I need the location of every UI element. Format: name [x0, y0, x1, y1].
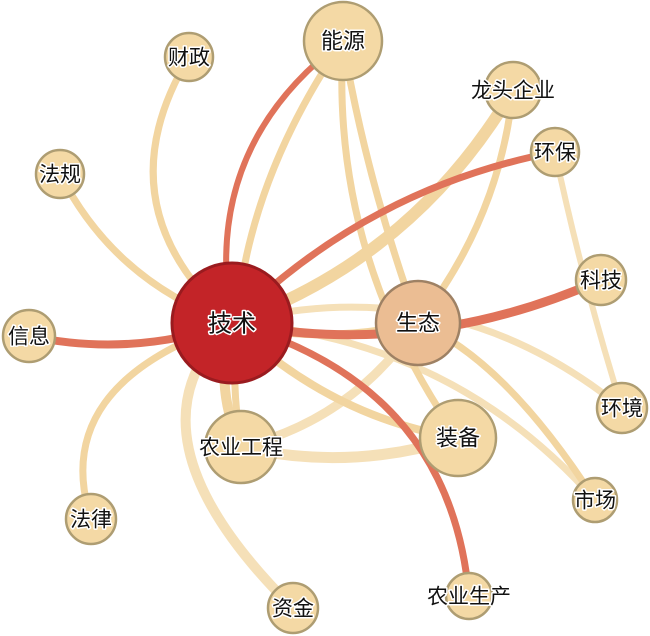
node-agri-engineering[interactable] [203, 409, 279, 485]
node-label-market: 市场 [574, 488, 616, 512]
edge-energy-agri-engineering [231, 37, 347, 451]
node-label-sci-tech: 科技 [580, 268, 622, 292]
node-label-environment: 环境 [601, 396, 643, 420]
node-regulations[interactable] [34, 148, 86, 200]
node-label-regulations: 法规 [39, 162, 81, 186]
node-ecology[interactable] [374, 279, 462, 367]
node-label-leading-enterprise: 龙头企业 [471, 78, 555, 102]
node-label-finance: 财政 [168, 45, 210, 69]
node-tech[interactable] [170, 261, 294, 385]
edge-ecology-energy [339, 37, 422, 327]
node-label-env-protection: 环保 [534, 140, 576, 164]
node-leading-enterprise[interactable] [483, 60, 543, 120]
edges-layer [25, 37, 626, 613]
node-funds[interactable] [266, 581, 320, 635]
node-label-agri-engineering: 农业工程 [199, 435, 283, 459]
node-label-energy: 能源 [321, 29, 365, 54]
node-sci-tech[interactable] [574, 253, 628, 307]
node-agri-production[interactable] [444, 571, 494, 621]
node-equipment[interactable] [418, 398, 498, 478]
node-finance[interactable] [163, 31, 215, 83]
node-label-agri-production: 农业生产 [427, 584, 511, 608]
node-label-law: 法律 [70, 507, 112, 531]
node-law[interactable] [64, 492, 118, 546]
node-label-equipment: 装备 [436, 426, 480, 451]
node-label-funds: 资金 [272, 596, 314, 620]
node-environment[interactable] [595, 381, 649, 435]
node-env-protection[interactable] [529, 126, 581, 178]
edge-energy-equipment [338, 37, 462, 442]
node-label-ecology: 生态 [396, 311, 440, 336]
node-energy[interactable] [302, 0, 384, 82]
node-information[interactable] [1, 308, 57, 364]
node-market[interactable] [571, 476, 619, 524]
node-label-information: 信息 [8, 324, 50, 348]
node-label-tech: 技术 [208, 310, 256, 337]
